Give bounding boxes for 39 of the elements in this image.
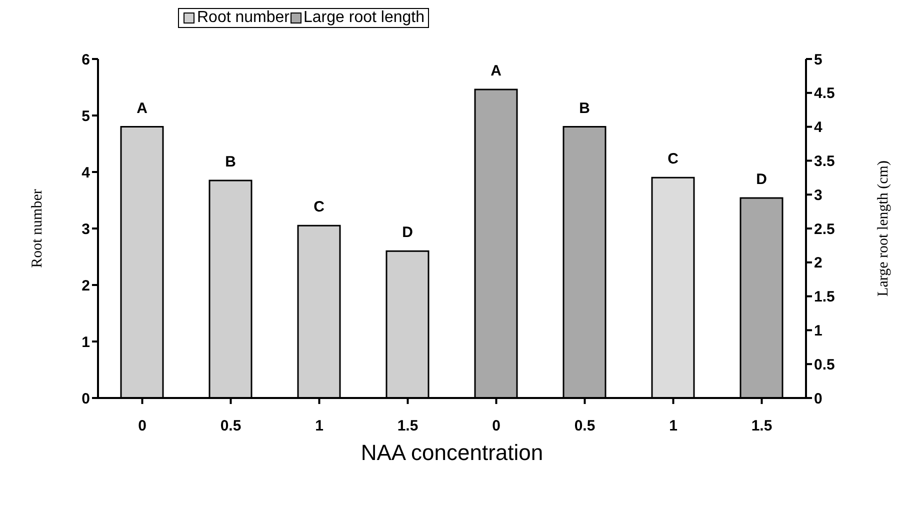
y2-tick-label: 4 <box>814 119 823 136</box>
legend-label: Root number <box>197 9 290 27</box>
y-axis-title: Root number <box>29 189 46 268</box>
x-tick-label: 1.5 <box>751 418 772 435</box>
x-tick-label: 0 <box>492 418 500 435</box>
x-tick-label: 0.5 <box>574 418 596 435</box>
x-tick-label: 0 <box>138 418 146 435</box>
x-tick-label: 1 <box>315 418 324 435</box>
y2-tick-label: 3 <box>814 186 822 204</box>
data-label: A <box>136 100 148 117</box>
y2-tick-label: 1 <box>814 322 822 340</box>
data-label: B <box>225 153 236 170</box>
y2-tick-label: 0 <box>814 390 822 408</box>
y-tick-label: 3 <box>82 220 90 238</box>
y-tick-label: 6 <box>82 51 90 68</box>
y2-tick-label: 4.5 <box>814 85 835 102</box>
y-tick-label: 2 <box>82 277 90 294</box>
y2-tick-label: 2.5 <box>814 220 835 238</box>
data-label: C <box>668 150 679 168</box>
y2-tick-label: 2 <box>814 254 822 272</box>
data-label: D <box>756 170 768 188</box>
y2-tick-label: 5 <box>814 51 822 68</box>
x-axis-title: NAA concentration <box>360 440 544 465</box>
x-tick-label: 1.5 <box>397 418 418 435</box>
y-tick-label: 5 <box>82 108 90 125</box>
y-tick-label: 1 <box>82 334 90 351</box>
x-tick-label: 0.5 <box>220 418 242 435</box>
data-label: B <box>579 100 590 117</box>
y2-tick-label: 3.5 <box>814 153 835 170</box>
data-label: C <box>314 198 325 216</box>
legend-label: Large root length <box>304 9 424 27</box>
y2-tick-label: 0.5 <box>814 356 835 374</box>
y2-axis-title: Large root length (cm) <box>875 160 892 296</box>
y-tick-label: 4 <box>82 164 91 182</box>
y2-tick-label: 1.5 <box>814 288 835 306</box>
y-tick-label: 0 <box>82 390 90 408</box>
data-label: D <box>402 224 414 242</box>
data-label: A <box>490 62 502 80</box>
x-tick-label: 1 <box>669 418 678 435</box>
